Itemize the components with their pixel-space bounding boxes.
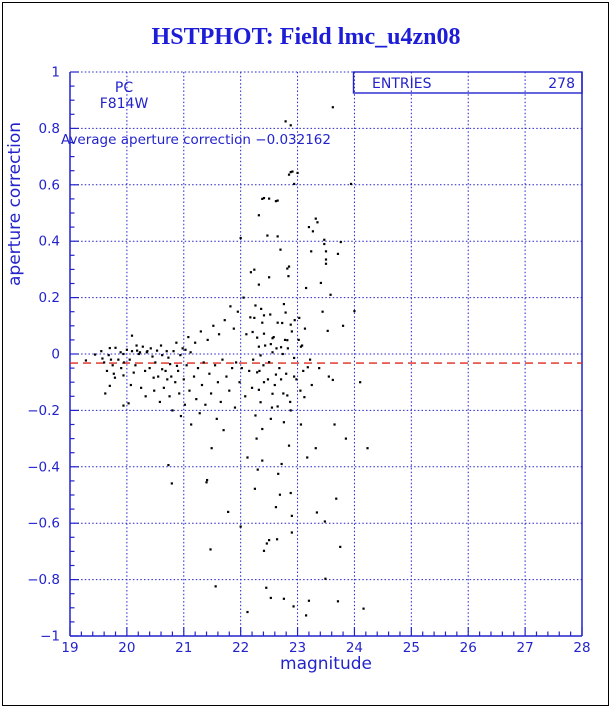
svg-text:24: 24 — [346, 640, 363, 656]
svg-text:23: 23 — [289, 640, 306, 656]
page-title: HSTPHOT: Field lmc_u4zn08 — [151, 24, 461, 50]
stats-label: ENTRIES — [372, 76, 432, 92]
svg-text:1: 1 — [51, 65, 60, 81]
svg-text:0.8: 0.8 — [39, 121, 60, 137]
svg-text:0.6: 0.6 — [39, 177, 60, 193]
stats-box — [352, 71, 583, 94]
axis-ticks — [69, 71, 583, 637]
svg-text:−0.4: −0.4 — [27, 459, 60, 475]
svg-text:0.4: 0.4 — [39, 234, 60, 250]
detector-label: PC — [115, 80, 133, 96]
svg-text:−0.2: −0.2 — [27, 403, 60, 419]
svg-text:−0.8: −0.8 — [27, 572, 60, 588]
svg-text:−0.6: −0.6 — [27, 516, 60, 532]
svg-text:0.2: 0.2 — [39, 290, 60, 306]
y-axis-title: aperture correction — [5, 122, 25, 286]
svg-text:27: 27 — [517, 640, 534, 656]
svg-text:26: 26 — [460, 640, 477, 656]
svg-text:19: 19 — [61, 640, 78, 656]
data-points — [84, 106, 369, 617]
svg-text:20: 20 — [118, 640, 135, 656]
svg-text:21: 21 — [175, 640, 192, 656]
gridlines — [70, 71, 582, 636]
average-correction-text: Average aperture correction −0.032162 — [61, 132, 331, 148]
stats-value: 278 — [548, 76, 575, 92]
svg-text:25: 25 — [403, 640, 420, 656]
filter-label: F814W — [100, 96, 149, 112]
x-axis-title: magnitude — [280, 654, 372, 674]
svg-text:0: 0 — [51, 347, 60, 363]
tick-labels: 19 20 21 22 23 24 25 26 27 28 −1 −0.8 −0.6 −0.4 −0.2 0 0… — [27, 65, 590, 657]
svg-text:−1: −1 — [40, 629, 60, 645]
svg-text:28: 28 — [573, 640, 590, 656]
svg-text:22: 22 — [232, 640, 249, 656]
